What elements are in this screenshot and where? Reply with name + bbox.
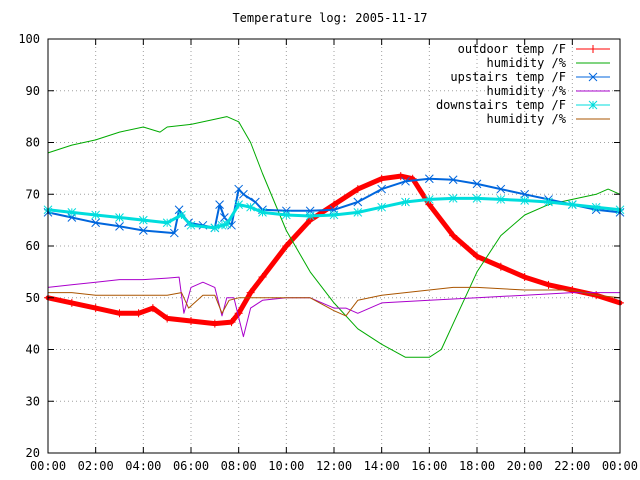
axis-ticks: 20 30 40 50 60 70 80 90 100 00:00 02:00 04:00 06:00 0… [18,32,638,473]
legend-label: humidity /% [487,84,567,98]
x-tick-label: 14:00 [364,459,400,473]
y-tick-label: 100 [18,32,40,46]
y-tick-label: 40 [26,343,40,357]
y-tick-label: 80 [26,136,40,150]
x-tick-label: 00:00 [602,459,638,473]
legend-label: downstairs temp /F [436,98,566,112]
x-tick-label: 10:00 [268,459,304,473]
legend-label: humidity /% [487,112,567,126]
legend-marker [588,100,598,110]
y-tick-label: 30 [26,394,40,408]
x-tick-label: 04:00 [125,459,161,473]
y-tick-label: 20 [26,446,40,460]
x-tick-label: 08:00 [221,459,257,473]
legend-marker [589,45,597,53]
y-tick-label: 50 [26,291,40,305]
legend-marker [588,72,598,82]
x-tick-label: 00:00 [30,459,66,473]
series-line [47,276,621,338]
y-tick-label: 70 [26,187,40,201]
series-line [47,286,621,317]
x-tick-label: 16:00 [411,459,447,473]
x-tick-label: 22:00 [554,459,590,473]
series-line [47,116,621,358]
x-tick-label: 12:00 [316,459,352,473]
y-tick-label: 90 [26,84,40,98]
legend-label: humidity /% [487,56,567,70]
x-tick-label: 20:00 [507,459,543,473]
chart-title: Temperature log: 2005-11-17 [232,11,427,25]
x-tick-label: 18:00 [459,459,495,473]
x-tick-label: 02:00 [78,459,114,473]
legend-label: outdoor temp /F [458,42,566,56]
y-tick-label: 60 [26,239,40,253]
x-tick-label: 06:00 [173,459,209,473]
legend-label: upstairs temp /F [450,70,566,84]
